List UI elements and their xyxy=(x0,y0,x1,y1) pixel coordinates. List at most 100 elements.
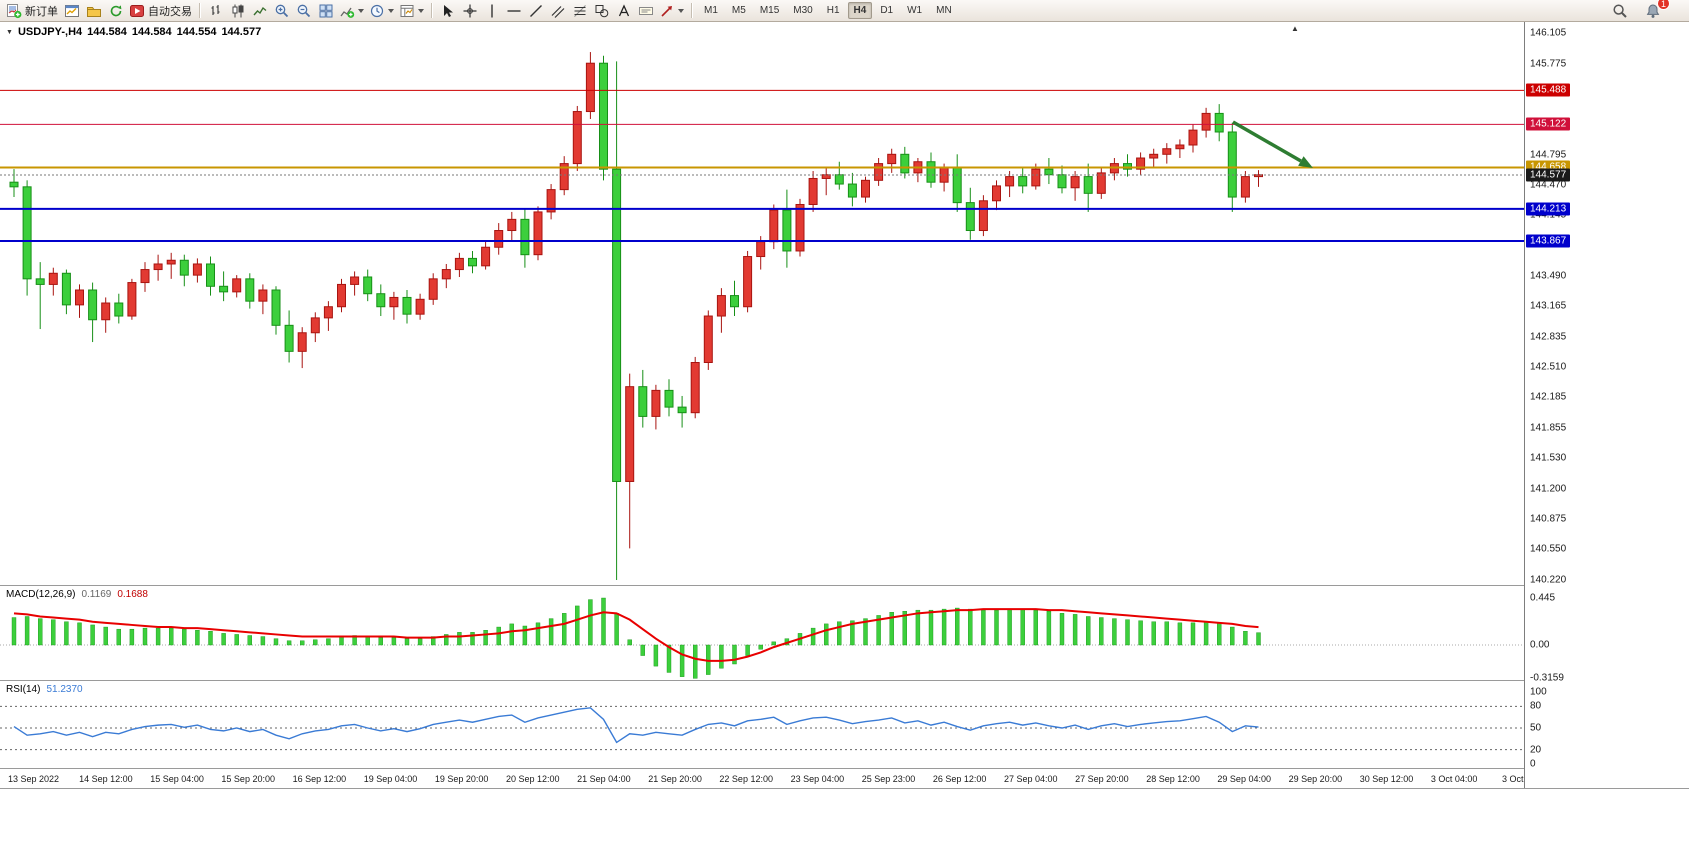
main-toolbar: 新订单 自动交易 xyxy=(0,0,1689,22)
crosshair-button[interactable] xyxy=(459,1,480,20)
trend-arrow-head xyxy=(1298,156,1313,168)
notifications-button[interactable]: 1 xyxy=(1642,0,1670,20)
current-price-tag: 144.577 xyxy=(1526,168,1571,182)
macd-axis-label: 0.00 xyxy=(1530,639,1550,651)
periods-clock-icon xyxy=(370,4,384,17)
time-axis-label: 15 Sep 20:00 xyxy=(221,774,275,784)
new-order-label: 新订单 xyxy=(25,5,58,18)
price-line-tag: 144.213 xyxy=(1526,202,1571,216)
macd-value: 0.1169 xyxy=(81,589,112,600)
price-axis[interactable]: 146.105145.775145.450145.120144.795144.4… xyxy=(1524,22,1689,788)
vertical-line-icon xyxy=(490,4,493,17)
time-axis-label: 14 Sep 12:00 xyxy=(79,774,133,784)
chart-shift-marker-icon[interactable]: ▲ xyxy=(1291,24,1299,33)
toolbar-separator xyxy=(691,3,692,18)
cursor-icon xyxy=(443,4,453,17)
new-chart-button[interactable] xyxy=(61,1,82,20)
horizontal-line-button[interactable] xyxy=(503,1,524,20)
symbol-period-label: USDJPY-,H4 xyxy=(17,26,83,38)
text-label-button[interactable] xyxy=(635,1,656,20)
templates-dropdown-caret xyxy=(418,8,424,13)
periods-button[interactable] xyxy=(367,1,396,20)
fibonacci-icon xyxy=(573,4,586,17)
time-axis[interactable]: 13 Sep 2022 14 Sep 12:00 15 Sep 04:00 15 Se… xyxy=(0,770,1549,788)
ohlc-low: 144.554 xyxy=(176,26,217,38)
panel-separator[interactable] xyxy=(0,680,1689,681)
macd-label: MACD(12,26,9) 0.1169 0.1688 xyxy=(6,589,148,600)
bar-chart-button[interactable] xyxy=(205,1,226,20)
line-chart-button[interactable] xyxy=(249,1,270,20)
text-label-icon xyxy=(638,6,653,15)
time-axis-label: 20 Sep 12:00 xyxy=(506,774,560,784)
chart-title: ▼ USDJPY-,H4 144.584 144.584 144.554 144… xyxy=(6,26,261,38)
time-axis-label: 13 Sep 2022 xyxy=(8,774,60,784)
price-axis-label: 140.550 xyxy=(1530,543,1567,555)
arrows-icon xyxy=(661,5,672,17)
price-axis-label: 142.510 xyxy=(1530,361,1567,373)
bell-icon xyxy=(1646,3,1659,18)
channel-button[interactable] xyxy=(547,1,568,20)
macd-signal-value: 0.1688 xyxy=(117,589,148,600)
text-button[interactable] xyxy=(613,1,634,20)
rsi-axis-label: 0 xyxy=(1530,758,1536,770)
profiles-button[interactable] xyxy=(83,1,104,20)
zoom-in-button[interactable] xyxy=(271,1,292,20)
price-axis-label: 141.530 xyxy=(1530,452,1567,464)
rsi-panel-canvas[interactable] xyxy=(0,682,1524,768)
rsi-name: RSI(14) xyxy=(6,684,41,695)
time-axis-label: 3 Oct 04:00 xyxy=(1430,774,1478,784)
new-order-button[interactable]: 新订单 xyxy=(4,1,60,20)
timeframe-button-m30[interactable]: M30 xyxy=(793,5,813,16)
price-axis-label: 143.165 xyxy=(1530,300,1567,312)
macd-panel-canvas[interactable] xyxy=(0,587,1524,680)
collapse-chart-icon[interactable]: ▼ xyxy=(6,28,13,36)
shapes-icon xyxy=(595,4,608,17)
refresh-button[interactable] xyxy=(105,1,126,20)
timeframe-button-h1[interactable]: H1 xyxy=(826,5,840,16)
timeframe-button-h4[interactable]: H4 xyxy=(847,2,873,19)
profiles-icon xyxy=(86,6,101,17)
trendline-button[interactable] xyxy=(525,1,546,20)
macd-signal-line xyxy=(13,608,1259,662)
arrows-button[interactable] xyxy=(657,1,686,20)
vertical-line-button[interactable] xyxy=(481,1,502,20)
arrows-dropdown-caret xyxy=(678,8,684,13)
templates-icon xyxy=(400,4,414,17)
tile-windows-button[interactable] xyxy=(315,1,336,20)
time-axis-label: 25 Sep 23:00 xyxy=(861,774,916,784)
templates-button[interactable] xyxy=(397,1,426,20)
time-axis-label: 21 Sep 04:00 xyxy=(577,774,631,784)
fibonacci-button[interactable] xyxy=(569,1,590,20)
indicators-button[interactable] xyxy=(337,1,366,20)
auto-trading-label: 自动交易 xyxy=(148,5,192,18)
timeframe-button-w1[interactable]: W1 xyxy=(907,5,923,16)
candlestick-chart-button[interactable] xyxy=(227,1,248,20)
price-axis-label: 140.875 xyxy=(1530,513,1567,525)
price-chart-canvas[interactable] xyxy=(0,22,1524,585)
candles-group xyxy=(9,52,1263,580)
zoom-out-button[interactable] xyxy=(293,1,314,20)
rsi-line xyxy=(13,707,1259,744)
shapes-button[interactable] xyxy=(591,1,612,20)
time-axis-label: 23 Sep 04:00 xyxy=(790,774,845,784)
timeframe-button-d1[interactable]: D1 xyxy=(880,5,894,16)
price-axis-label: 141.855 xyxy=(1530,422,1567,434)
timeframe-button-mn[interactable]: MN xyxy=(936,5,952,16)
timeframe-button-m5[interactable]: M5 xyxy=(731,5,746,16)
text-icon xyxy=(618,3,629,16)
auto-trading-button[interactable]: 自动交易 xyxy=(127,1,194,20)
time-axis-label: 19 Sep 04:00 xyxy=(363,774,418,784)
search-icon xyxy=(1612,3,1627,18)
time-axis-label: 21 Sep 20:00 xyxy=(648,774,702,784)
search-button[interactable] xyxy=(1609,1,1630,20)
time-axis-label: 29 Sep 20:00 xyxy=(1288,774,1343,784)
ohlc-close: 144.577 xyxy=(221,26,262,38)
timeframe-button-m1[interactable]: M1 xyxy=(704,5,718,16)
timeframe-button-m15[interactable]: M15 xyxy=(759,5,780,16)
cursor-button[interactable] xyxy=(437,1,458,20)
price-axis-label: 144.470 xyxy=(1530,179,1567,191)
new-order-icon xyxy=(7,3,22,18)
toolbar-separator xyxy=(431,3,432,18)
panel-separator[interactable] xyxy=(0,585,1689,586)
price-line-tag: 145.488 xyxy=(1526,83,1571,97)
